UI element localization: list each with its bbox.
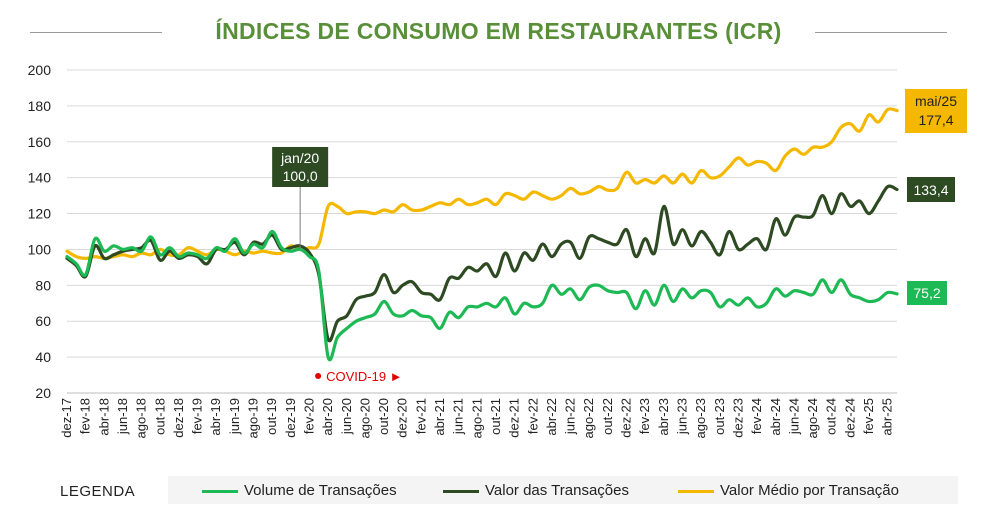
x-tick-label: fev-19	[190, 398, 205, 434]
covid-marker-dot	[315, 373, 322, 379]
x-tick-label: abr-25	[880, 398, 895, 436]
end-callout-volume-box	[907, 281, 947, 305]
x-tick-label: abr-24	[768, 398, 783, 436]
end-callout-volume: 75,2	[913, 285, 940, 301]
x-tick-label: ago-18	[134, 398, 149, 438]
x-tick-label: ago-23	[693, 398, 708, 438]
x-tick-label: out-20	[376, 398, 391, 435]
title-rule-left	[30, 32, 162, 33]
legend-label-medio: Valor Médio por Transação	[720, 482, 899, 499]
legend: LEGENDA Volume de Transações Valor das T…	[0, 474, 997, 508]
x-tick-label: ago-22	[581, 398, 596, 438]
x-tick-label: abr-20	[320, 398, 335, 436]
x-tick-label: out-23	[712, 398, 727, 435]
chart-title-bar: ÍNDICES DE CONSUMO EM RESTAURANTES (ICR)	[0, 10, 997, 50]
end-callout-medio-value: 177,4	[918, 112, 953, 128]
title-rule-right	[815, 32, 947, 33]
x-tick-label: jun-19	[227, 398, 242, 435]
jan20-callout-box	[272, 147, 329, 187]
x-tick-label: ago-20	[357, 398, 372, 438]
x-tick-label: jun-23	[675, 398, 690, 435]
y-tick-label: 140	[28, 170, 52, 186]
x-tick-label: dez-17	[59, 398, 74, 438]
x-tick-label: ago-24	[805, 398, 820, 438]
x-tick-label: abr-18	[96, 398, 111, 436]
jan20-callout-label: jan/20	[280, 150, 319, 166]
end-callout-valor-box	[907, 177, 955, 202]
x-tick-label: abr-21	[432, 398, 447, 436]
x-tick-label: dez-23	[730, 398, 745, 438]
x-tick-label: fev-24	[749, 398, 764, 434]
legend-label-volume: Volume de Transações	[244, 482, 397, 499]
series-line-volume	[65, 229, 899, 362]
x-tick-label: out-21	[488, 398, 503, 435]
y-tick-label: 80	[35, 277, 51, 293]
x-tick-label: fev-18	[78, 398, 93, 434]
x-tick-label: out-24	[824, 398, 839, 435]
legend-swatch-volume	[202, 490, 238, 493]
x-tick-label: abr-19	[208, 398, 223, 436]
y-tick-label: 180	[28, 98, 52, 114]
y-tick-label: 100	[28, 241, 52, 257]
end-callout-medio-label: mai/25	[915, 93, 957, 109]
legend-label-valor: Valor das Transações	[485, 482, 629, 499]
x-tick-label: abr-23	[656, 398, 671, 436]
x-tick-label: fev-25	[861, 398, 876, 434]
y-tick-label: 60	[35, 313, 51, 329]
series-line-valor	[65, 184, 899, 343]
x-tick-label: jun-20	[339, 398, 354, 435]
end-callout-valor: 133,4	[913, 182, 948, 198]
x-tick-label: fev-23	[637, 398, 652, 434]
jan20-callout-value: 100,0	[283, 168, 318, 184]
x-tick-label: fev-22	[525, 398, 540, 434]
x-tick-label: out-18	[152, 398, 167, 435]
x-tick-label: dez-19	[283, 398, 298, 438]
x-tick-label: fev-20	[301, 398, 316, 434]
y-tick-label: 20	[35, 385, 51, 401]
x-tick-label: dez-18	[171, 398, 186, 438]
chart-title: ÍNDICES DE CONSUMO EM RESTAURANTES (ICR)	[215, 18, 782, 44]
y-tick-label: 40	[35, 349, 51, 365]
x-tick-label: dez-20	[395, 398, 410, 438]
legend-swatch-medio	[678, 490, 714, 493]
x-tick-label: ago-19	[246, 398, 261, 438]
covid-marker-label: COVID-19 ►	[326, 369, 402, 384]
x-tick-label: out-22	[600, 398, 615, 435]
x-tick-label: ago-21	[469, 398, 484, 438]
legend-box	[168, 476, 958, 504]
legend-swatch-valor	[443, 490, 479, 493]
series-line-medio	[65, 107, 899, 260]
x-tick-label: out-19	[264, 398, 279, 435]
x-tick-label: fev-21	[413, 398, 428, 434]
legend-title: LEGENDA	[60, 483, 136, 500]
x-tick-label: jun-21	[451, 398, 466, 435]
y-tick-label: 200	[28, 62, 52, 78]
x-tick-label: dez-22	[619, 398, 634, 438]
x-tick-label: jun-24	[786, 398, 801, 435]
end-callout-medio-box	[905, 89, 967, 133]
x-tick-label: abr-22	[544, 398, 559, 436]
x-tick-label: dez-21	[507, 398, 522, 438]
y-tick-label: 160	[28, 134, 52, 150]
y-tick-label: 120	[28, 206, 52, 222]
x-tick-label: dez-24	[842, 398, 857, 438]
x-tick-label: jun-22	[563, 398, 578, 435]
x-tick-label: jun-18	[115, 398, 130, 435]
